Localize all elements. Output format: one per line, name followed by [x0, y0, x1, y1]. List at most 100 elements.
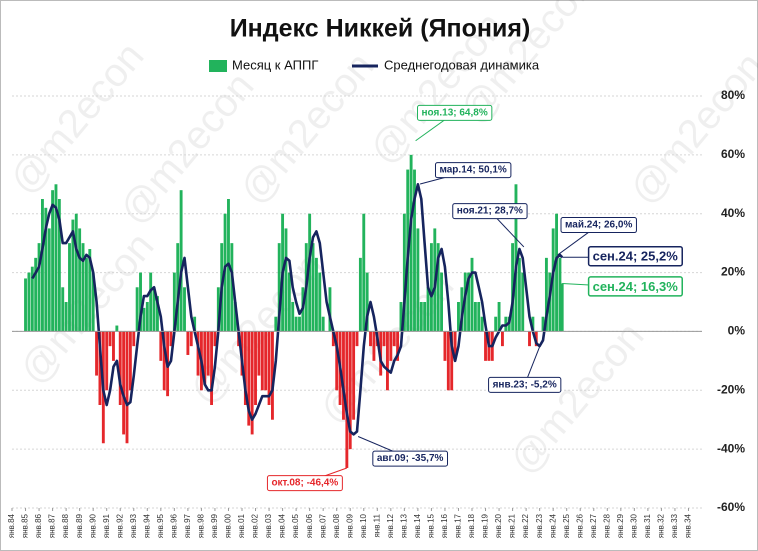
- annotation-label: сен.24; 25,2%: [593, 249, 679, 264]
- x-tick-label: янв.34: [684, 513, 693, 538]
- bar: [311, 243, 315, 332]
- annotation-label: мар.14; 50,1%: [439, 165, 506, 176]
- x-tick-label: янв.22: [521, 513, 530, 538]
- bar: [318, 272, 322, 332]
- bar: [135, 287, 139, 332]
- bar: [47, 228, 51, 332]
- bar: [531, 316, 535, 332]
- bar: [186, 331, 190, 355]
- bar: [51, 190, 55, 332]
- bar: [352, 331, 356, 420]
- x-tick-label: янв.86: [34, 513, 43, 538]
- bar: [419, 302, 423, 332]
- annotation-box: [372, 450, 449, 467]
- bar: [81, 243, 85, 332]
- bar: [348, 331, 352, 450]
- x-tick-label: янв.33: [670, 513, 679, 538]
- x-tick-label: янв.21: [508, 513, 517, 538]
- x-tick-label: янв.32: [657, 513, 666, 538]
- bar: [274, 316, 278, 332]
- bar: [416, 228, 420, 332]
- bar: [71, 219, 75, 332]
- x-tick-label: янв.88: [61, 513, 70, 538]
- bar: [216, 287, 220, 332]
- bar: [446, 331, 450, 391]
- bar: [277, 243, 281, 332]
- bar: [426, 287, 430, 332]
- annotation-box: [266, 475, 343, 492]
- bar: [108, 331, 112, 347]
- y-tick-label: -40%: [717, 441, 745, 455]
- bar: [392, 331, 396, 347]
- x-tick-label: янв.05: [291, 513, 300, 538]
- bar: [328, 287, 332, 332]
- bar: [443, 331, 447, 361]
- bar: [558, 257, 562, 332]
- x-tick-label: янв.19: [481, 513, 490, 538]
- bar: [24, 278, 27, 332]
- bar: [514, 184, 518, 332]
- bar: [169, 331, 173, 347]
- bar: [159, 331, 163, 361]
- x-tick-label: янв.06: [305, 513, 314, 538]
- bar: [125, 331, 129, 444]
- bar: [34, 257, 38, 332]
- chart-title: Индекс Никкей (Япония): [230, 15, 531, 43]
- x-tick-label: янв.85: [21, 513, 30, 538]
- x-tick-label: янв.97: [183, 513, 192, 538]
- bar: [44, 207, 48, 332]
- bar: [358, 257, 362, 332]
- bar: [91, 272, 95, 332]
- bar: [37, 243, 41, 332]
- bar: [467, 272, 471, 332]
- bar: [139, 272, 142, 332]
- x-tick-label: янв.84: [7, 513, 16, 538]
- bar: [128, 331, 132, 391]
- x-tick-label: янв.24: [548, 513, 557, 538]
- bar: [61, 287, 65, 332]
- bar: [372, 331, 376, 361]
- x-tick-label: янв.07: [318, 513, 327, 538]
- y-tick-label: 20%: [721, 265, 745, 279]
- annotation-box: [417, 104, 493, 121]
- bar: [172, 272, 176, 332]
- y-tick-label: -20%: [717, 382, 745, 396]
- annotation: май.24; 26,0%: [560, 217, 637, 234]
- bar: [115, 325, 119, 332]
- bar: [355, 331, 359, 347]
- annotation-label: сен.24; 16,3%: [593, 279, 679, 294]
- bar: [544, 257, 548, 332]
- x-tick-label: янв.03: [264, 513, 273, 538]
- annotation-box: [560, 217, 637, 234]
- bar: [409, 154, 413, 332]
- x-tick-label: янв.16: [440, 513, 449, 538]
- annotation-label: янв.23; -5,2%: [493, 379, 557, 390]
- bar: [149, 272, 153, 332]
- bar: [555, 213, 558, 332]
- x-tick-label: янв.93: [129, 513, 138, 538]
- annotation: окт.08; -46,4%: [266, 475, 343, 492]
- bar: [152, 287, 156, 332]
- x-tick-label: янв.90: [88, 513, 97, 538]
- annotation-label: авг.09; -35,7%: [377, 453, 444, 464]
- bar: [517, 257, 521, 332]
- bar: [396, 331, 400, 361]
- bar: [484, 331, 487, 361]
- bar: [179, 190, 183, 332]
- x-tick-label: янв.13: [399, 513, 408, 538]
- bar: [294, 316, 298, 332]
- bar: [30, 266, 34, 332]
- bar: [453, 331, 457, 361]
- bar: [122, 331, 126, 435]
- bar: [264, 331, 268, 391]
- bar: [511, 243, 515, 332]
- bar: [78, 228, 82, 332]
- x-tick-label: янв.02: [251, 513, 260, 538]
- y-tick-label: 60%: [721, 147, 745, 161]
- annotation: сен.24; 25,2%: [587, 245, 683, 267]
- bar: [342, 331, 345, 420]
- annotation: янв.23; -5,2%: [488, 376, 562, 393]
- bar: [162, 331, 166, 391]
- bar: [27, 272, 31, 332]
